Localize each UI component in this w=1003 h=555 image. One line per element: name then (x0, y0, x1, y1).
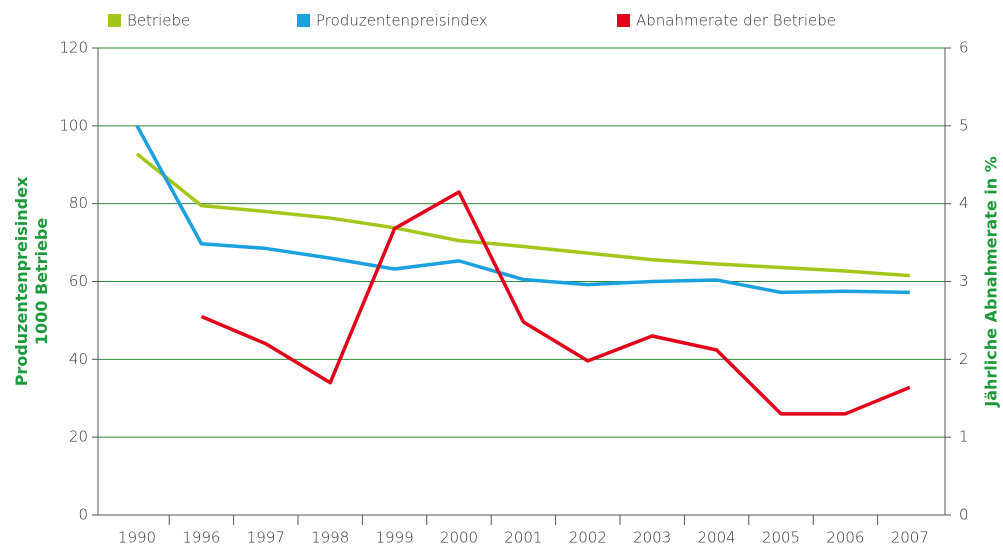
legend-swatch (297, 14, 310, 27)
legend-swatch (617, 14, 630, 27)
x-tick-label: 1996 (182, 529, 220, 547)
x-tick-label: 2007 (891, 529, 929, 547)
x-tick-label: 2000 (440, 529, 478, 547)
y2-tick-label: 3 (959, 272, 969, 290)
y2-tick-label: 6 (959, 39, 969, 57)
y-tick-label: 100 (59, 116, 88, 134)
line-series (135, 152, 910, 278)
y2-axis-label: Jährliche Abnahmerate in % (982, 156, 1001, 407)
y-tick-label: 20 (69, 428, 88, 446)
x-tick-label: 1997 (247, 529, 285, 547)
y2-tick-label: 4 (959, 194, 969, 212)
x-tick-label: 2006 (826, 529, 864, 547)
x-tick-label: 2002 (569, 529, 607, 547)
x-tick-label: 2004 (698, 529, 736, 547)
line-series (135, 124, 910, 295)
x-tick-label: 1999 (376, 529, 414, 547)
legend-label: Betriebe (127, 12, 190, 30)
legend-swatch (108, 14, 121, 27)
y-axis-label: Produzentenpreisindex1000 Betriebe (12, 176, 51, 386)
y-tick-label: 120 (59, 39, 88, 57)
y-tick-label: 0 (78, 506, 88, 524)
x-tick-label: 1990 (118, 529, 156, 547)
y2-tick-label: 1 (959, 428, 969, 446)
legend-label: Abnahmerate der Betriebe (636, 12, 836, 30)
y2-tick-label: 5 (959, 116, 969, 134)
y2-tick-label: 2 (959, 350, 969, 368)
y2-tick-label: 0 (959, 506, 969, 524)
y-axis-label-line: 1000 Betriebe (32, 218, 51, 345)
x-tick-label: 2005 (762, 529, 800, 547)
y-tick-label: 80 (69, 194, 88, 212)
x-tick-label: 1998 (311, 529, 349, 547)
x-tick-label: 2003 (633, 529, 671, 547)
line-series (200, 190, 911, 416)
y-tick-label: 60 (69, 272, 88, 290)
y-axis-label-line: Produzentenpreisindex (12, 176, 31, 386)
x-tick-label: 2001 (504, 529, 542, 547)
y-tick-label: 40 (69, 350, 88, 368)
legend-label: Produzentenpreisindex (316, 12, 488, 30)
